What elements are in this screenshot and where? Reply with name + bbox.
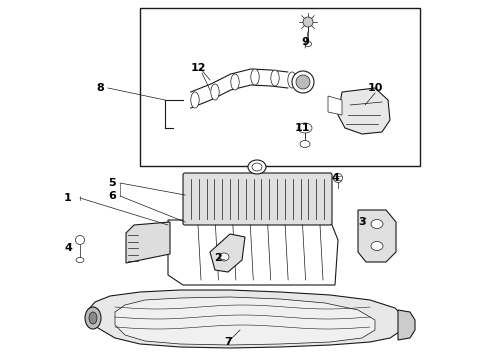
Ellipse shape	[371, 220, 383, 229]
Ellipse shape	[304, 41, 312, 46]
Text: 11: 11	[294, 123, 310, 133]
Ellipse shape	[75, 235, 84, 244]
Ellipse shape	[252, 163, 262, 171]
Polygon shape	[358, 210, 396, 262]
Ellipse shape	[76, 257, 84, 262]
Ellipse shape	[298, 123, 312, 133]
Ellipse shape	[334, 174, 343, 183]
Text: 1: 1	[64, 193, 72, 203]
Ellipse shape	[296, 75, 310, 89]
Ellipse shape	[300, 140, 310, 148]
Text: 6: 6	[108, 191, 116, 201]
Ellipse shape	[211, 84, 219, 100]
Bar	[140, 8, 420, 166]
Ellipse shape	[288, 72, 296, 88]
Text: 8: 8	[96, 83, 104, 93]
Text: 9: 9	[301, 37, 309, 47]
Text: 2: 2	[214, 253, 222, 263]
Ellipse shape	[231, 74, 239, 90]
Text: 3: 3	[358, 217, 366, 227]
Ellipse shape	[219, 253, 229, 261]
Polygon shape	[338, 88, 390, 134]
Ellipse shape	[271, 70, 279, 86]
FancyBboxPatch shape	[183, 173, 332, 225]
Polygon shape	[328, 96, 342, 115]
Text: 4: 4	[64, 243, 72, 253]
Text: 4: 4	[331, 173, 339, 183]
Ellipse shape	[292, 71, 314, 93]
Polygon shape	[126, 222, 170, 263]
Polygon shape	[398, 310, 415, 340]
Text: 12: 12	[190, 63, 206, 73]
Ellipse shape	[248, 160, 266, 174]
Polygon shape	[168, 220, 338, 285]
Text: 5: 5	[108, 178, 116, 188]
Polygon shape	[115, 297, 375, 345]
Text: 7: 7	[224, 337, 232, 347]
Ellipse shape	[251, 69, 259, 85]
Polygon shape	[88, 290, 405, 348]
Ellipse shape	[89, 312, 97, 324]
Ellipse shape	[191, 92, 199, 108]
Ellipse shape	[85, 307, 101, 329]
Text: 10: 10	[368, 83, 383, 93]
Ellipse shape	[371, 242, 383, 251]
Polygon shape	[210, 234, 245, 272]
Ellipse shape	[303, 17, 313, 27]
